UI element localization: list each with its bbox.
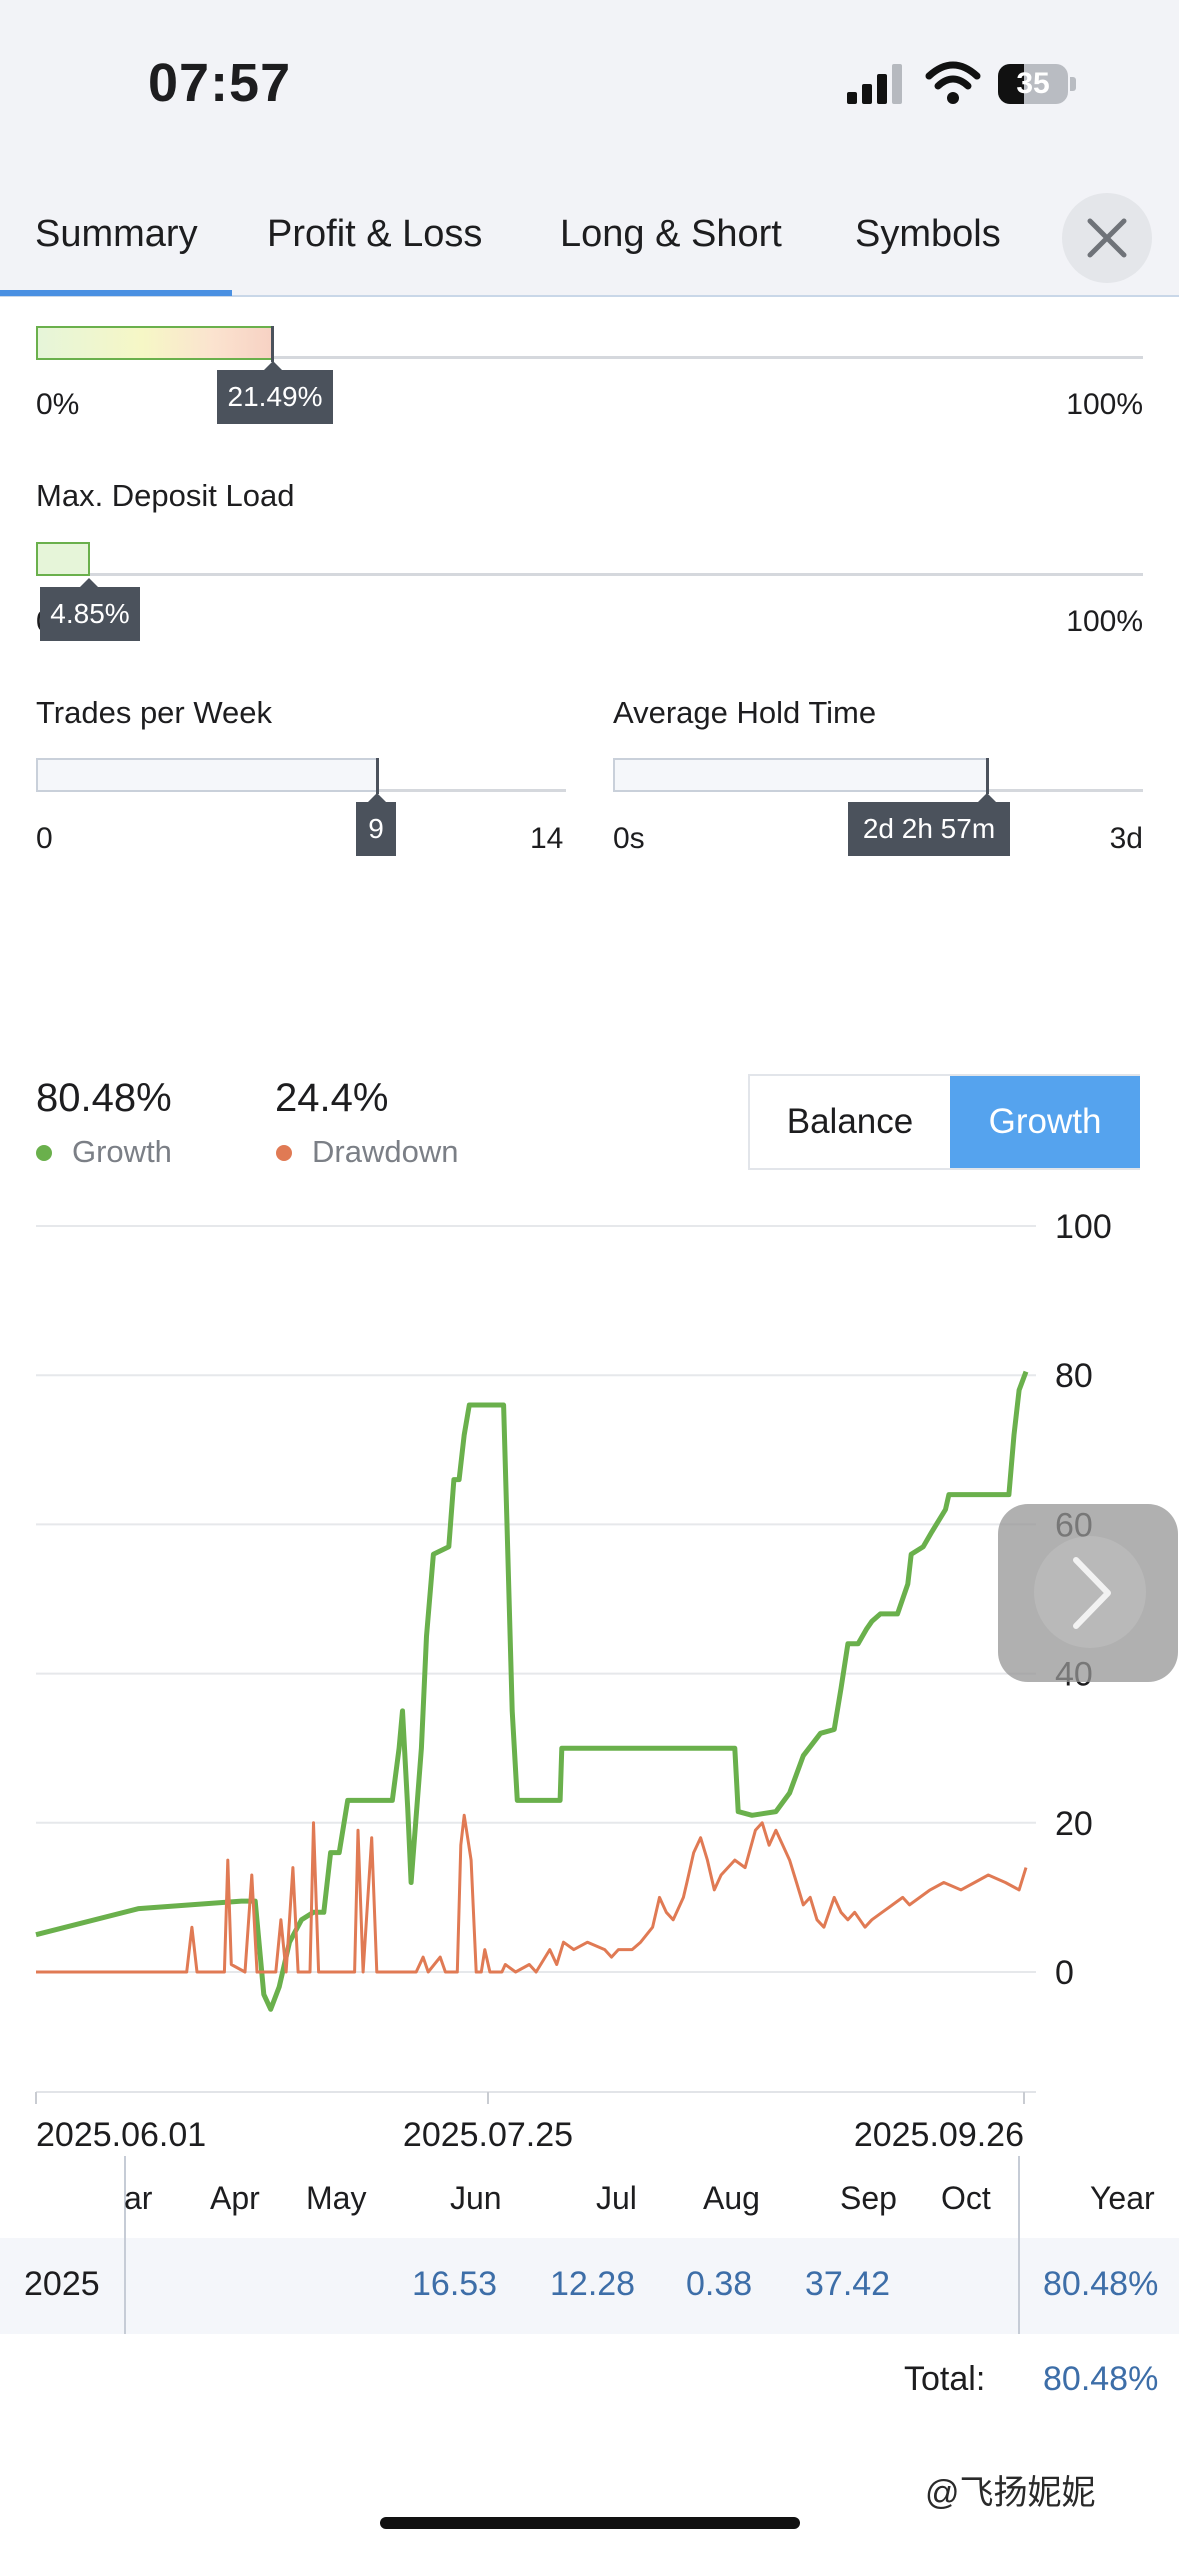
total-label: Total: [904, 2360, 986, 2398]
table-row [0, 2238, 1179, 2334]
drawdown-tooltip-arrow [264, 361, 282, 370]
watermark: @飞扬妮妮 [925, 2474, 1096, 2512]
avg-hold-time-title: Average Hold Time [613, 695, 877, 730]
chevron-right-icon [1073, 1557, 1111, 1629]
drawdown-track [36, 356, 1143, 359]
trades-per-week-title: Trades per Week [36, 695, 273, 730]
trades-tooltip-arrow [368, 793, 386, 802]
deposit-load-value-tooltip: 4.85% [40, 587, 140, 641]
next-page-button[interactable] [998, 1504, 1178, 1682]
avg-hold-time-max-label: 3d [1109, 822, 1143, 855]
trades-per-week-marker [376, 758, 379, 794]
trades-per-week-bar-fill [36, 758, 378, 792]
total-value: 80.48% [1043, 2360, 1159, 2398]
drawdown-marker [271, 326, 274, 362]
deposit-load-tooltip-arrow [80, 578, 98, 587]
drawdown-bar-fill [36, 326, 273, 360]
trades-per-week-value-tooltip: 9 [356, 802, 396, 856]
tab-long-short[interactable]: Long & Short [560, 213, 782, 255]
tab-symbols[interactable]: Symbols [855, 213, 1001, 255]
avg-hold-time-value-tooltip: 2d 2h 57m [848, 802, 1010, 856]
growth-legend-dot [36, 1145, 52, 1161]
wifi-icon [925, 61, 981, 104]
cell-aug[interactable]: 0.38 [686, 2265, 753, 2303]
deposit-load-track [36, 573, 1143, 576]
x-tick-label: 2025.09.26 [854, 2116, 1024, 2154]
trades-per-week-max-label: 14 [530, 822, 564, 855]
home-indicator [380, 2517, 800, 2529]
close-button[interactable] [1062, 193, 1152, 283]
row-left-divider [124, 2238, 126, 2334]
close-icon [1087, 218, 1127, 258]
month-header-oct: Oct [941, 2180, 991, 2216]
cell-sep[interactable]: 37.42 [805, 2265, 891, 2303]
growth-series-line [35, 1370, 1029, 2012]
month-header-jul: Jul [596, 2180, 637, 2216]
growth-value: 80.48% [36, 1076, 172, 1120]
month-header-partial: ar [124, 2180, 153, 2216]
drawdown-max-label: 100% [1066, 388, 1143, 421]
drawdown-value-tooltip: 21.49% [217, 370, 333, 424]
month-header-may: May [306, 2180, 367, 2216]
x-tick-label: 2025.06.01 [36, 2116, 206, 2154]
avg-hold-time-bar-fill [613, 758, 988, 792]
chart-mode-toggle: Balance Growth [748, 1074, 1140, 1170]
cell-jun[interactable]: 16.53 [412, 2265, 498, 2303]
y-tick-label: 80 [1055, 1357, 1093, 1395]
growth-toggle-button[interactable]: Growth [950, 1076, 1140, 1168]
month-header-jun: Jun [450, 2180, 502, 2216]
tab-summary[interactable]: Summary [35, 213, 198, 255]
drawdown-legend-label: Drawdown [312, 1134, 459, 1169]
y-tick-label: 0 [1055, 1954, 1074, 1992]
drawdown-value: 24.4% [275, 1076, 389, 1120]
deposit-load-max-label: 100% [1066, 605, 1143, 638]
balance-toggle-button[interactable]: Balance [750, 1076, 950, 1168]
tab-bar [0, 185, 1179, 297]
cellular-signal-icon [847, 64, 902, 104]
avg-hold-time-min-label: 0s [613, 822, 645, 855]
drawdown-min-label: 0% [36, 388, 80, 421]
month-header-aug: Aug [703, 2180, 760, 2216]
tab-profit-loss[interactable]: Profit & Loss [267, 213, 483, 255]
active-tab-indicator [0, 290, 232, 296]
growth-chart: 1008060402002025.06.012025.07.252025.09.… [35, 1208, 1112, 2154]
battery-level: 35 [1016, 67, 1050, 100]
deposit-load-title: Max. Deposit Load [36, 478, 295, 513]
month-header-apr: Apr [210, 2180, 260, 2216]
status-time: 07:57 [148, 53, 292, 113]
cell-jul[interactable]: 12.28 [550, 2265, 636, 2303]
growth-legend-label: Growth [72, 1134, 172, 1169]
drawdown-legend-dot [276, 1145, 292, 1161]
battery-icon: 35 [998, 64, 1076, 104]
y-tick-label: 100 [1055, 1208, 1112, 1246]
month-header-sep: Sep [840, 2180, 897, 2216]
drawdown-series-line [36, 1813, 1028, 1974]
row-right-divider [1018, 2238, 1020, 2334]
avg-hold-time-marker [986, 758, 989, 794]
y-tick-label: 20 [1055, 1805, 1093, 1843]
deposit-load-bar-fill [36, 542, 90, 576]
status-bar [0, 0, 1179, 185]
trades-per-week-min-label: 0 [36, 822, 53, 855]
x-tick-label: 2025.07.25 [403, 2116, 573, 2154]
year-header: Year [1090, 2180, 1155, 2216]
row-year-label: 2025 [24, 2265, 100, 2303]
hold-time-tooltip-arrow [978, 793, 996, 802]
cell-year-total[interactable]: 80.48% [1043, 2265, 1159, 2303]
